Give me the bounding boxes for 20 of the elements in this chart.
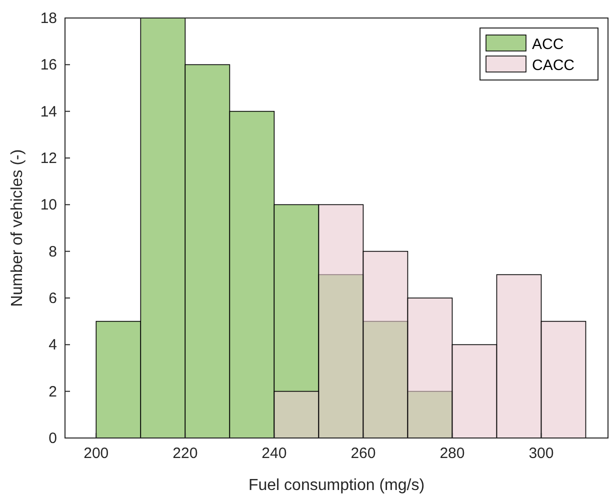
x-tick-label: 200 [84,445,109,462]
x-axis-title: Fuel consumption (mg/s) [248,477,425,494]
y-tick-label: 16 [40,56,57,74]
y-tick-label: 12 [40,150,57,167]
y-tick-label: 4 [48,336,57,354]
y-tick-label: 18 [40,10,57,27]
x-tick-label: 220 [172,445,198,462]
y-tick-label: 0 [48,430,57,447]
x-tick-label: 300 [528,445,554,462]
x-tick-label: 240 [262,445,287,462]
legend-label: CACC [532,57,575,74]
y-tick-label: 2 [48,383,57,400]
y-tick-label: 6 [48,290,57,307]
legend-label: ACC [532,36,564,53]
y-tick-label: 10 [40,196,57,214]
y-tick-label: 8 [48,243,57,260]
x-tick-label: 280 [440,445,465,462]
x-tick-label: 260 [350,445,376,462]
y-axis-title: Number of vehicles (-) [9,149,26,307]
y-tick-label: 14 [40,103,57,120]
